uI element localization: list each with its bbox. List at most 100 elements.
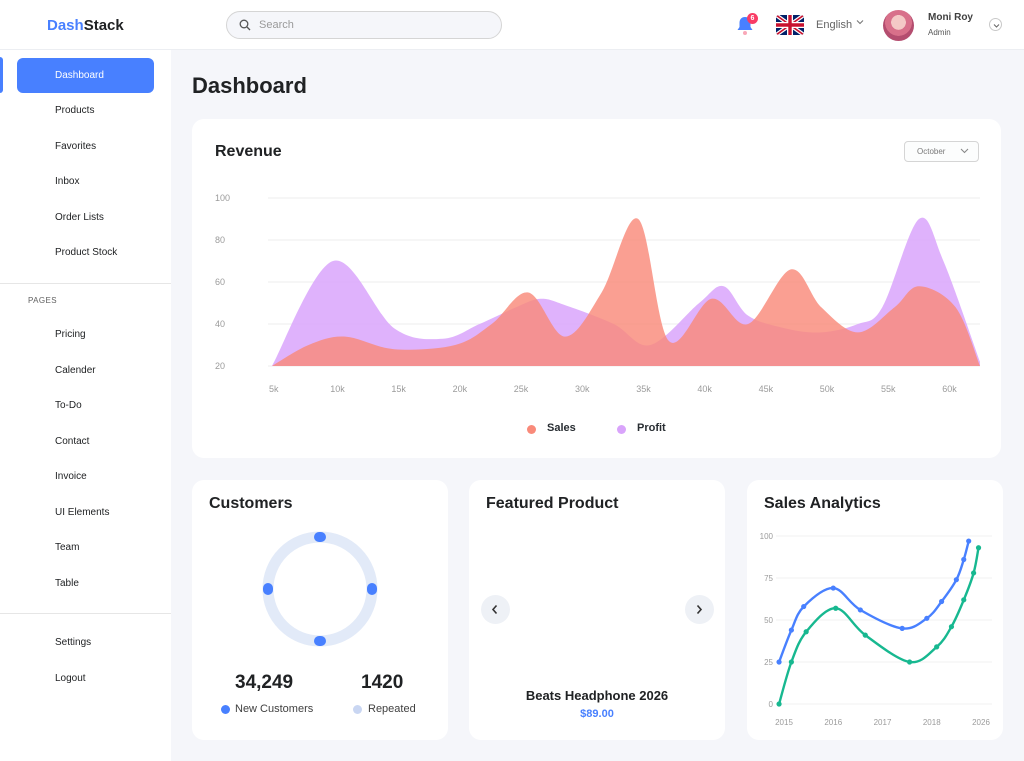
chevron-down-icon [993,24,1000,28]
logo-suffix: Stack [83,17,124,34]
sidebar-item-label: Products [55,105,95,116]
x-tick-label: 2026 [972,718,990,727]
series-line-1 [777,546,980,706]
y-tick-label: 20 [215,361,225,371]
y-tick-label: 25 [764,658,773,667]
x-tick-label: 45k [759,384,774,394]
sidebar-divider [0,283,171,284]
data-point [924,615,930,621]
notification-badge: 6 [747,13,758,24]
prev-product-button[interactable] [481,595,510,624]
customers-card [192,480,448,740]
repeated-label: Repeated [368,703,416,715]
sidebar-item-products[interactable]: Products [17,93,154,128]
profile-menu-button[interactable] [989,18,1002,31]
x-tick-label: 60k [942,384,957,394]
sidebar-item-order-lists[interactable]: Order Lists [17,200,154,235]
sidebar-item-logout[interactable]: Logout [17,661,154,696]
data-point [948,624,955,630]
data-point [961,597,967,603]
sidebar-item-label: Favorites [55,141,97,152]
new-customers-value: 34,249 [235,672,294,693]
uk-flag-icon[interactable] [776,15,804,35]
x-tick-label: 20k [453,384,468,394]
next-product-button[interactable] [685,595,714,624]
repeated-dot [353,705,362,714]
donut-segment-new [314,532,326,542]
sidebar-item-favorites[interactable]: Favorites [17,129,154,164]
month-select[interactable]: October [904,141,979,162]
search-bar[interactable] [226,11,502,39]
data-point [833,605,839,611]
product-price: $89.00 [580,708,614,720]
x-tick-label: 2017 [874,718,892,727]
sales-analytics-title: Sales Analytics [764,495,881,512]
sidebar-item-label: Pricing [55,329,86,340]
y-tick-label: 100 [215,193,230,203]
x-tick-label: 15k [391,384,406,394]
sidebar-item-label: To-Do [55,400,82,411]
y-tick-label: 75 [764,574,773,583]
logo-prefix: Dash [47,17,84,34]
chevron-down-icon[interactable] [856,19,864,25]
sidebar-item-team[interactable]: Team [17,530,154,565]
revenue-area-chart: 20 40 60 80 100 5k 10k 15k 20k 25k 30k 35k 40k 45k 50k… [215,193,980,394]
app-logo[interactable]: DashStack [47,17,124,34]
sidebar-item-pricing[interactable]: Pricing [17,317,154,352]
donut-segment-new [367,583,377,595]
sidebar-item-label: Contact [55,436,90,447]
sidebar-item-label: Product Stock [55,247,118,258]
profit-legend-dot [617,425,626,434]
data-point [975,545,982,551]
y-tick-label: 100 [760,532,774,541]
customers-donut-chart [262,531,378,647]
x-tick-label: 2016 [824,718,842,727]
data-point [899,625,905,631]
sidebar-item-label: Settings [55,637,92,648]
featured-product-title: Featured Product [486,495,619,512]
sidebar-item-label: UI Elements [55,507,110,518]
x-tick-label: 2015 [775,718,793,727]
data-point [934,644,940,650]
sidebar-item-label: Logout [55,673,86,684]
data-point [801,603,807,610]
data-point [788,627,794,633]
customers-title: Customers [209,495,293,512]
data-point [788,659,794,665]
new-customers-dot [221,705,230,714]
featured-product-card [469,480,725,740]
data-point [776,659,782,665]
sidebar-item-calender[interactable]: Calender [17,353,154,388]
sidebar-item-label: Inbox [55,176,80,187]
sidebar-item-to-do[interactable]: To-Do [17,388,154,423]
sales-analytics-line-chart: 0 25 50 75 100 2015 2016 2017 2018 2026 [760,532,992,727]
y-tick-label: 0 [769,700,774,709]
y-tick-label: 40 [215,319,225,329]
data-point [939,598,945,605]
sidebar-item-table[interactable]: Table [17,566,154,601]
sidebar-item-settings[interactable]: Settings [17,625,154,660]
x-tick-label: 10k [330,384,345,394]
sidebar-item-inbox[interactable]: Inbox [17,164,154,199]
language-selector[interactable]: English [816,19,853,31]
top-header: DashStack 6 English Moni Roy Admin [0,0,1024,50]
sidebar-divider [0,613,171,614]
sidebar-item-contact[interactable]: Contact [17,424,154,459]
data-point [971,570,977,576]
product-name[interactable]: Beats Headphone 2026 [525,688,669,703]
search-input[interactable] [259,12,489,38]
month-select-value: October [917,147,946,156]
user-avatar[interactable] [883,10,914,41]
sidebar-item-ui-elements[interactable]: UI Elements [17,495,154,530]
x-tick-label: 5k [269,384,279,394]
sales-area [272,218,980,366]
sidebar-item-invoice[interactable]: Invoice [17,459,154,494]
data-point [961,556,967,563]
sidebar-item-product-stock[interactable]: Product Stock [17,235,154,270]
user-role: Admin [928,28,951,37]
profit-legend-label: Profit [637,422,666,434]
data-point [830,585,836,591]
x-tick-label: 50k [820,384,835,394]
sidebar-item-dashboard[interactable]: Dashboard [17,58,154,93]
data-point [862,632,868,638]
